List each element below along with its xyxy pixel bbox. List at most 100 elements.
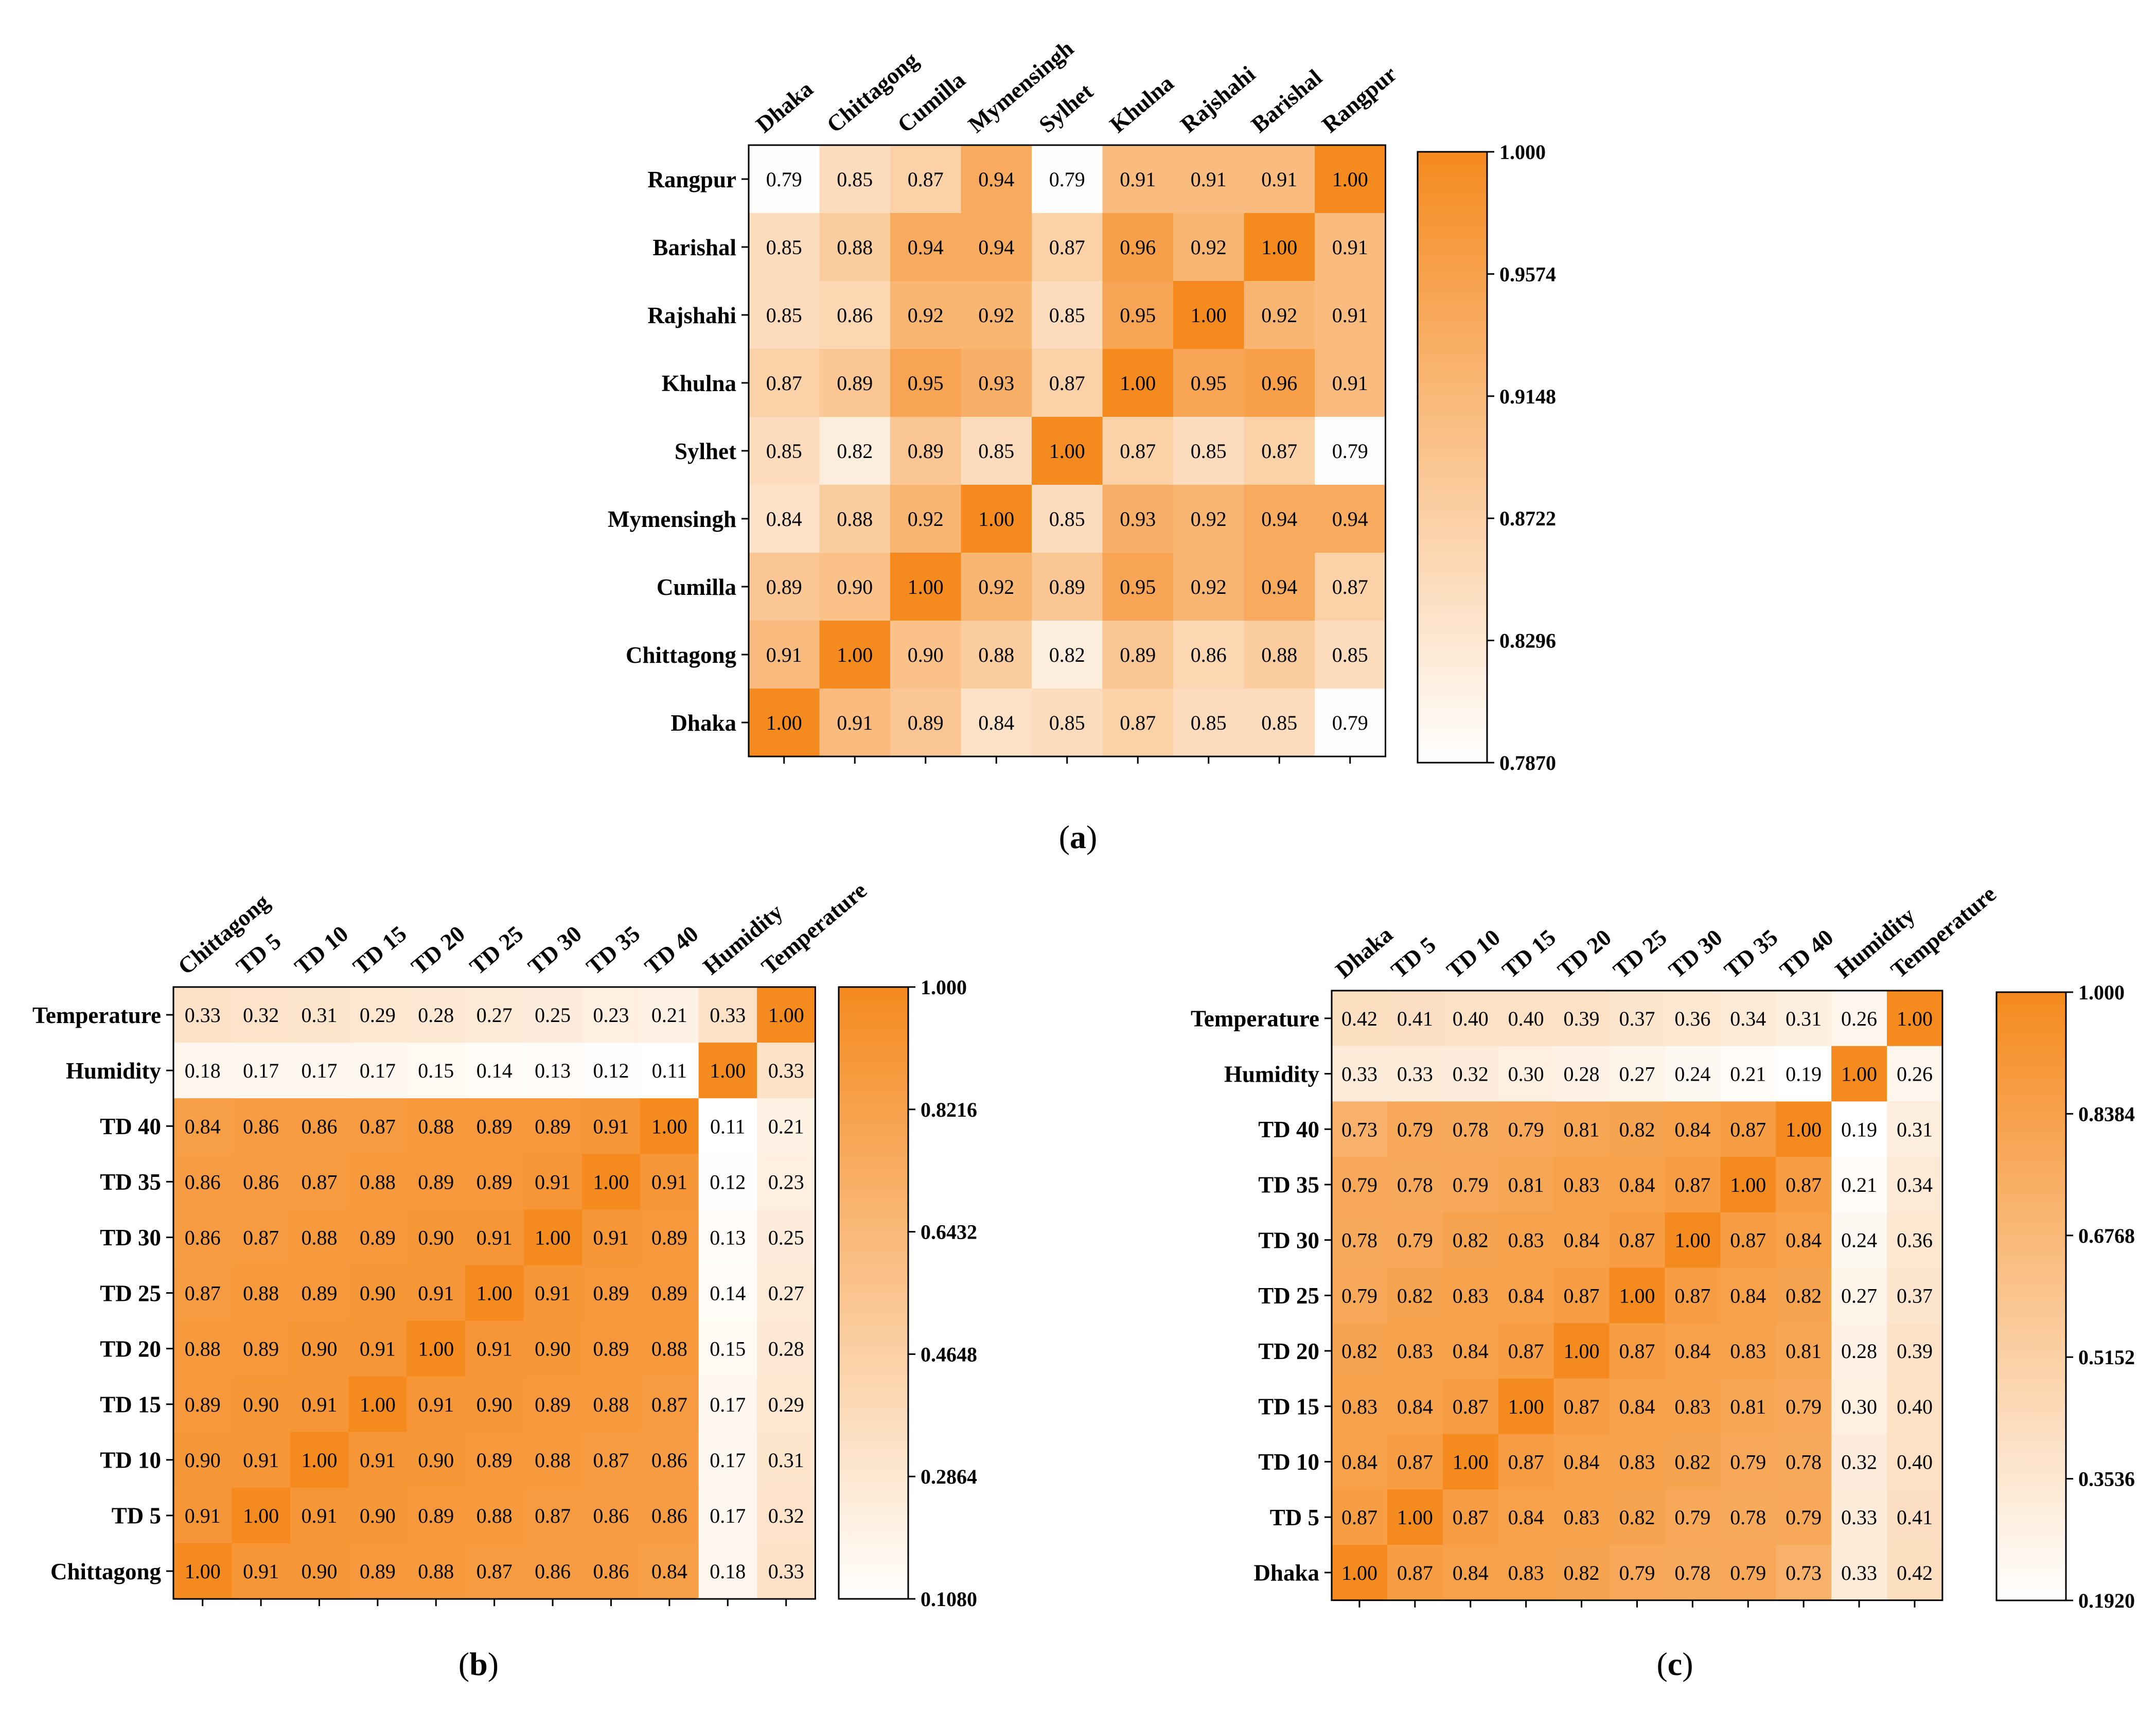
heatmap-cell [1553,1545,1610,1601]
cell-value-label: 0.78 [1453,1118,1489,1141]
heatmap-cell [1498,1267,1554,1324]
heatmap-cell [890,553,962,621]
heatmap-cell [1665,1101,1721,1157]
cell-value-label: 0.90 [302,1560,338,1583]
heatmap-cell [1720,1323,1776,1379]
row-label-td-15: TD 15 [1258,1394,1319,1420]
cell-value-label: 0.89 [418,1170,454,1193]
row-label-chittagong: Chittagong [50,1559,162,1584]
heatmap-cell [523,987,582,1043]
cell-value-label: 0.87 [1397,1450,1433,1473]
cell-value-label: 0.92 [978,575,1014,598]
heatmap-cell [1553,1434,1610,1490]
heatmap-cell [1032,145,1103,214]
cell-value-label: 0.88 [360,1170,396,1193]
heatmap-cell [1173,281,1245,349]
heatmap-cell [749,553,820,621]
heatmap-cell [1776,1489,1832,1545]
cell-value-label: 0.21 [651,1003,687,1027]
colorbar-tick-label: 0.7870 [1499,751,1556,774]
heatmap-cell [581,1209,641,1266]
heatmap-cell [1553,1101,1610,1157]
heatmap-cell [1553,1323,1610,1379]
row-label-td-10: TD 10 [100,1448,161,1473]
heatmap-cell [1665,1434,1721,1490]
cell-value-label: 1.00 [768,1003,804,1027]
cell-value-label: 0.93 [1120,507,1156,531]
heatmap-cell [1665,1157,1721,1213]
colorbar-tick-label: 0.8296 [1499,629,1556,653]
heatmap-cell [1332,1434,1388,1490]
cell-value-label: 0.85 [1191,711,1227,734]
cell-value-label: 1.00 [535,1226,571,1249]
heatmap-cell [640,1209,699,1266]
cell-value-label: 0.32 [243,1003,279,1027]
heatmap-cell [1776,1046,1832,1102]
row-label-rangpur: Rangpur [647,167,736,192]
heatmap-cell [348,987,408,1043]
cell-value-label: 1.00 [1897,1007,1933,1030]
cell-value-label: 1.00 [1841,1063,1877,1086]
heatmap-cell [698,1320,757,1377]
cell-value-label: 1.00 [837,643,873,666]
heatmap-cell [290,1265,349,1322]
heatmap-cell [173,1043,232,1099]
cell-value-label: 0.85 [837,168,873,191]
heatmap-cell [890,281,962,349]
heatmap-cell [1498,1157,1554,1213]
heatmap-cell [1102,689,1174,757]
cell-value-label: 0.79 [1453,1173,1489,1196]
heatmap-cell [348,1043,408,1099]
heatmap-cell [173,1154,232,1210]
heatmap-cell [290,1320,349,1377]
cell-value-label: 0.89 [476,1449,513,1472]
heatmap-cell [523,1154,582,1210]
cell-value-label: 1.00 [1730,1173,1766,1196]
cell-value-label: 0.91 [476,1226,513,1249]
colorbar-tick-label: 0.6768 [2078,1224,2135,1247]
heatmap-cell [1887,1323,1943,1379]
heatmap-cell [1831,1434,1887,1490]
heatmap-cell [1609,1212,1665,1268]
cell-value-label: 0.83 [1564,1506,1600,1529]
heatmap-cell [523,1265,582,1322]
heatmap-cell [232,1209,291,1266]
cell-value-label: 0.89 [360,1226,396,1249]
cell-value-label: 0.92 [978,304,1014,327]
heatmap-cell [173,987,232,1043]
heatmap-cell [1609,1434,1665,1490]
cell-value-label: 0.91 [766,643,802,666]
heatmap-cell [698,1432,757,1488]
heatmap-cell [698,1376,757,1433]
heatmap-cell [232,1432,291,1488]
cell-value-label: 0.29 [768,1393,804,1416]
cell-value-label: 0.88 [978,643,1014,666]
cell-value-label: 0.91 [593,1226,629,1249]
heatmap-cell [1332,1101,1388,1157]
heatmap-cell [232,987,291,1043]
cell-value-label: 0.39 [1897,1340,1933,1363]
heatmap-cell [1720,1212,1776,1268]
heatmap-cell [407,1487,466,1544]
cell-value-label: 0.12 [593,1059,629,1082]
cell-value-label: 0.90 [535,1337,571,1361]
heatmap-cell [1102,145,1174,214]
heatmap-cell [890,349,962,417]
row-label-td-20: TD 20 [100,1336,161,1362]
heatmap-cell [640,1265,699,1322]
heatmap-cell [1553,1212,1610,1268]
heatmap-cell [1032,213,1103,281]
cell-value-label: 0.17 [710,1393,746,1416]
row-label-cumilla: Cumilla [657,574,736,600]
heatmap-cell [1831,1323,1887,1379]
colorbar: 1.000 0.8384 0.6768 0.5152 0.3536 0.1920 [1995,981,2135,1612]
colorbar-tick-label: 0.8384 [2078,1102,2135,1125]
heatmap-cell [757,1098,816,1154]
heatmap-cell [1442,1378,1499,1435]
heatmap-cell [581,1098,641,1154]
cell-value-label: 0.83 [1397,1340,1433,1363]
heatmap-cell [1887,991,1943,1047]
cell-value-label: 1.00 [766,711,802,734]
row-label-barishal: Barishal [652,235,736,260]
heatmap-cell [290,1043,349,1099]
